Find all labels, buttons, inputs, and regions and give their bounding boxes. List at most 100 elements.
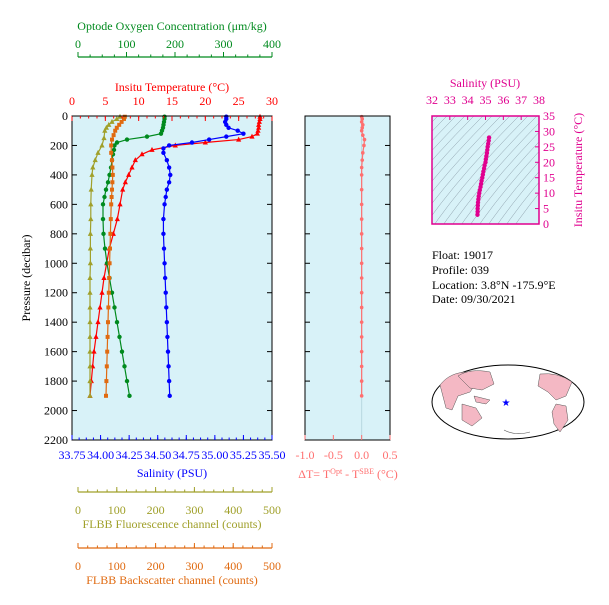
- salinity-point: [206, 137, 212, 142]
- delta-t-point: [360, 158, 365, 162]
- salinity-point: [164, 319, 170, 325]
- temperature-point: [255, 127, 261, 133]
- fluorescence-axis: 0 100 200 300 400 500: [75, 487, 281, 517]
- ts-density-contour: [506, 181, 539, 224]
- delta-t-point: [359, 173, 364, 177]
- temperature-tick-label: 0: [69, 94, 75, 108]
- fluorescence-tick-label: 0: [75, 503, 81, 517]
- date: Date: 09/30/2021: [432, 292, 516, 306]
- salinity-tick-label: 34.00: [87, 448, 114, 462]
- salinity-tick-label: 35.25: [230, 448, 257, 462]
- delta-t-panel-frame: [304, 115, 391, 441]
- float-location-marker-icon: ★: [502, 398, 511, 409]
- oxygen-point: [102, 194, 107, 200]
- delta-t-point: [359, 232, 364, 236]
- temperature-point: [139, 151, 145, 157]
- salinity-tick-label: 33.75: [59, 448, 86, 462]
- pressure-tick-label: 200: [50, 138, 68, 152]
- salinity-point: [162, 275, 168, 281]
- ts-temperature-tick-label: 10: [543, 186, 555, 200]
- temperature-point: [202, 139, 208, 145]
- delta-t-panel: -1.0 -0.5 0.0 0.5 ΔT= TOpt - TSBE (°C): [296, 114, 398, 481]
- map-landmass-south-america: [551, 403, 569, 433]
- delta-t-panel-background: [305, 116, 390, 440]
- salinity-point: [166, 180, 172, 185]
- backscatter-point: [122, 114, 127, 119]
- fluorescence-point: [87, 289, 93, 295]
- fluorescence-point: [87, 245, 93, 251]
- pressure-axis-label: Pressure (decibar): [19, 235, 33, 322]
- temperature-tick-label: 15: [166, 94, 178, 108]
- profile-number: Profile: 039: [432, 263, 489, 277]
- backscatter-point: [114, 125, 119, 130]
- delta-t-tick-label: -1.0: [296, 448, 315, 462]
- backscatter-tick-label: 200: [147, 559, 165, 573]
- delta-t-point: [359, 320, 364, 324]
- ts-density-contour: [497, 171, 539, 224]
- ts-salinity-axis-label: Salinity (PSU): [450, 76, 520, 90]
- ts-density-contour: [470, 141, 539, 224]
- backscatter-point: [109, 202, 114, 207]
- ts-density-contour: [432, 116, 520, 216]
- world-map: ★: [431, 364, 585, 440]
- pressure-tick-label: 600: [50, 197, 68, 211]
- salinity-point: [161, 146, 166, 151]
- ts-density-contour: [515, 192, 539, 224]
- oxygen-point: [109, 290, 115, 295]
- map-landmass-australia: [461, 403, 483, 427]
- ts-point: [486, 135, 492, 140]
- ts-density-contour: [452, 122, 539, 224]
- salinity-point: [163, 194, 168, 200]
- backscatter-point: [106, 320, 110, 325]
- ts-density-contour: [432, 116, 493, 182]
- temperature-point: [236, 136, 242, 142]
- salinity-point: [161, 150, 166, 156]
- fluorescence-point: [87, 348, 93, 354]
- oxygen-point: [158, 131, 164, 136]
- delta-t-point: [359, 290, 364, 295]
- temperature-tick-label: 5: [102, 94, 108, 108]
- temperature-point: [126, 171, 132, 177]
- backscatter-point: [106, 290, 111, 295]
- delta-t-point: [359, 165, 364, 170]
- salinity-tick-label: 34.50: [144, 448, 171, 462]
- salinity-point: [162, 202, 167, 207]
- fluorescence-point: [87, 333, 93, 339]
- backscatter-point: [105, 334, 110, 339]
- backscatter-point: [105, 349, 110, 354]
- backscatter-point: [106, 305, 111, 310]
- fluorescence-point: [88, 201, 94, 207]
- ts-temperature-tick-label: 0: [543, 217, 549, 231]
- delta-t-point: [361, 151, 365, 155]
- delta-t-point: [359, 120, 364, 124]
- map-landmass-north-america: [537, 373, 573, 401]
- backscatter-point: [110, 158, 114, 163]
- delta-t-point: [359, 379, 364, 383]
- oxygen-tick-label: 100: [118, 37, 136, 51]
- temperature-axis-label: Insitu Temperature (°C): [115, 80, 229, 94]
- map-landmass-antarctica: [503, 429, 531, 434]
- delta-t-point: [359, 128, 364, 133]
- salinity-point: [161, 231, 166, 237]
- temperature-tick-label: 20: [199, 94, 211, 108]
- backscatter-tick-label: 0: [75, 559, 81, 573]
- salinity-axis: 33.75 34.00 34.25 34.50 34.75 35.00 35.25 35.50: [59, 435, 286, 462]
- backscatter-point: [110, 137, 114, 142]
- backscatter-point: [107, 276, 112, 280]
- delta-t-point: [359, 202, 364, 207]
- ts-temperature-tick-label: 30: [543, 124, 555, 138]
- ts-salinity-tick-label: 37: [515, 93, 527, 107]
- backscatter-tick-label: 300: [185, 559, 203, 573]
- temperature-point: [95, 319, 101, 325]
- backscatter-point: [104, 379, 109, 384]
- backscatter-point: [110, 187, 114, 192]
- temperature-point: [117, 201, 123, 207]
- pressure-tick-label: 1400: [44, 315, 68, 329]
- ts-temperature-tick-label: 35: [543, 109, 555, 123]
- ts-salinity-tick-label: 38: [533, 93, 545, 107]
- ts-density-contour: [432, 116, 502, 193]
- fluorescence-point: [87, 363, 93, 369]
- fluorescence-point: [87, 260, 93, 266]
- delta-t-point: [360, 117, 365, 121]
